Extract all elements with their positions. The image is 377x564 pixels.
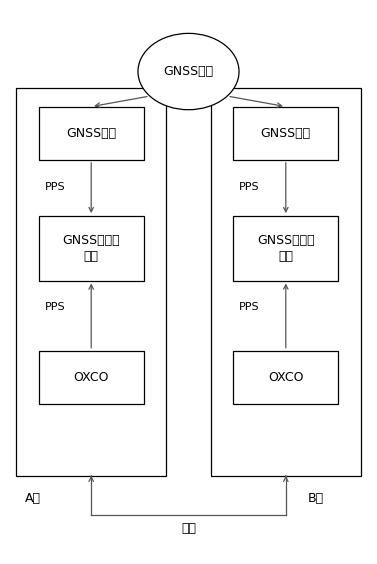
Bar [39,216,144,281]
Text: A地: A地 [25,492,41,505]
Text: GNSS卫星: GNSS卫星 [164,65,213,78]
Text: GNSS处理及
计数: GNSS处理及 计数 [62,234,120,263]
Text: OXCO: OXCO [268,371,303,384]
Text: PPS: PPS [44,302,65,312]
Bar [233,107,338,160]
Text: PPS: PPS [44,182,65,192]
Bar [16,89,166,475]
Text: GNSS接收: GNSS接收 [261,127,311,140]
Text: PPS: PPS [239,182,260,192]
Bar [39,107,144,160]
Text: 通信: 通信 [181,522,196,535]
Bar [233,351,338,404]
Text: PPS: PPS [239,302,260,312]
Text: OXCO: OXCO [74,371,109,384]
Text: GNSS接收: GNSS接收 [66,127,116,140]
Text: GNSS处理及
计数: GNSS处理及 计数 [257,234,315,263]
Ellipse shape [138,33,239,110]
Bar [233,216,338,281]
Text: B地: B地 [308,492,324,505]
Bar [211,89,361,475]
Bar [39,351,144,404]
